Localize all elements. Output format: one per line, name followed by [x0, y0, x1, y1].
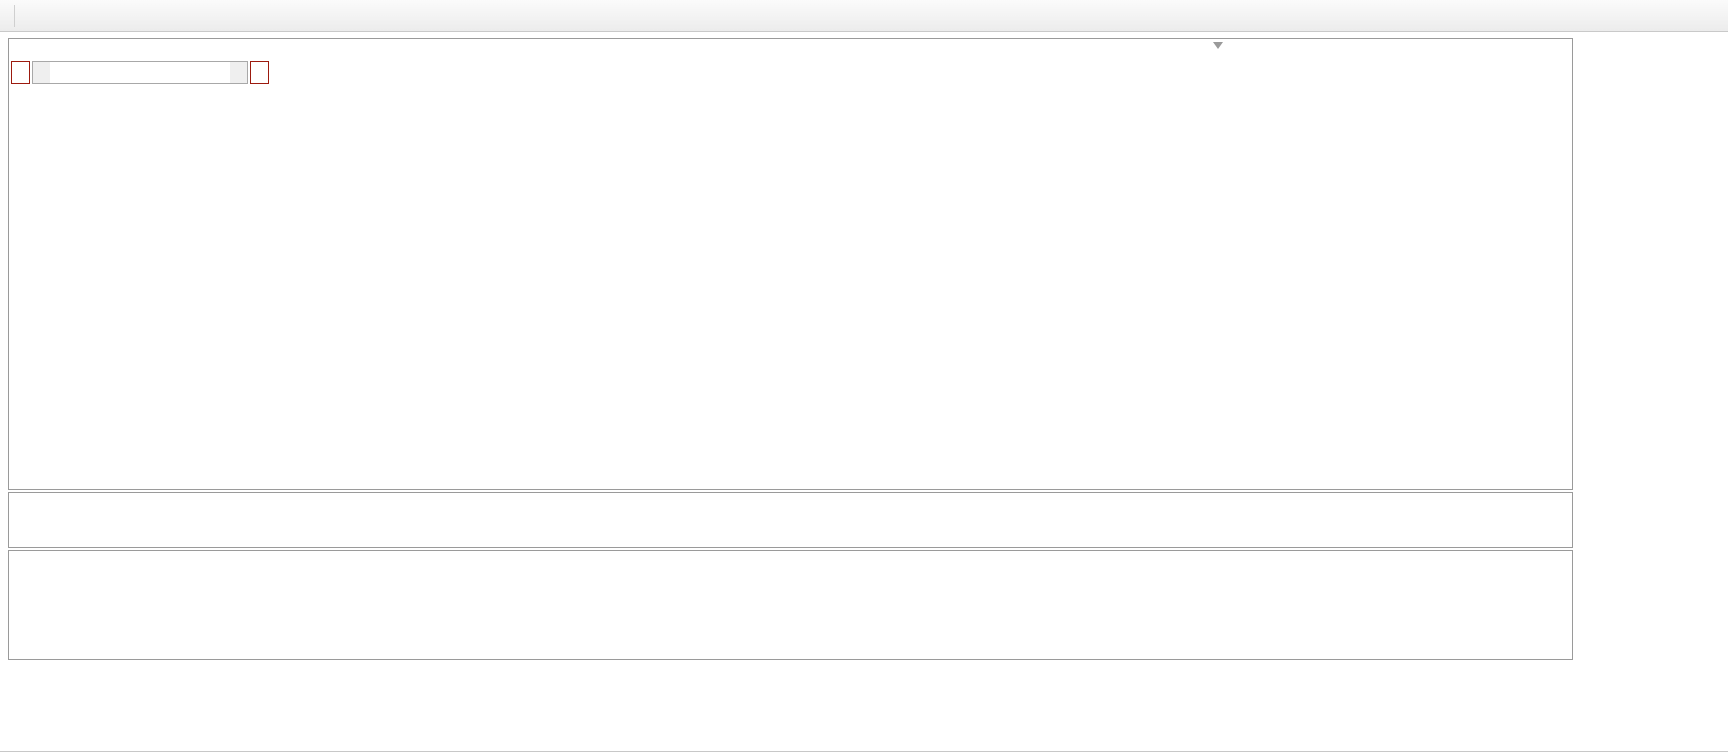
toolbar-separator	[14, 4, 15, 27]
rsi-label	[14, 553, 20, 565]
buy-button[interactable]	[250, 61, 269, 84]
price-axis[interactable]	[1518, 39, 1572, 489]
volume-spinner	[32, 61, 248, 84]
chart-symbol-header	[15, 42, 21, 56]
rsi-panel[interactable]	[8, 550, 1573, 660]
volume-input[interactable]	[50, 62, 230, 83]
rsi-scale-axis[interactable]	[1518, 551, 1572, 659]
volume-decrease-button[interactable]	[33, 62, 50, 83]
sell-button[interactable]	[11, 61, 30, 84]
chart-panel[interactable]	[8, 38, 1573, 490]
macd-label	[14, 495, 24, 507]
sell-price-display[interactable]	[11, 87, 139, 129]
volume-increase-button[interactable]	[230, 62, 247, 83]
trade-price-row	[11, 87, 269, 129]
main-toolbar	[0, 0, 1728, 32]
macd-scale-axis[interactable]	[1518, 493, 1572, 547]
trade-order-row	[11, 61, 269, 84]
one-click-trading-widget	[11, 61, 269, 129]
macd-panel[interactable]	[8, 492, 1573, 548]
time-axis[interactable]	[8, 662, 1573, 682]
chart-shift-marker-icon	[1213, 42, 1223, 49]
buy-price-display[interactable]	[141, 87, 269, 129]
